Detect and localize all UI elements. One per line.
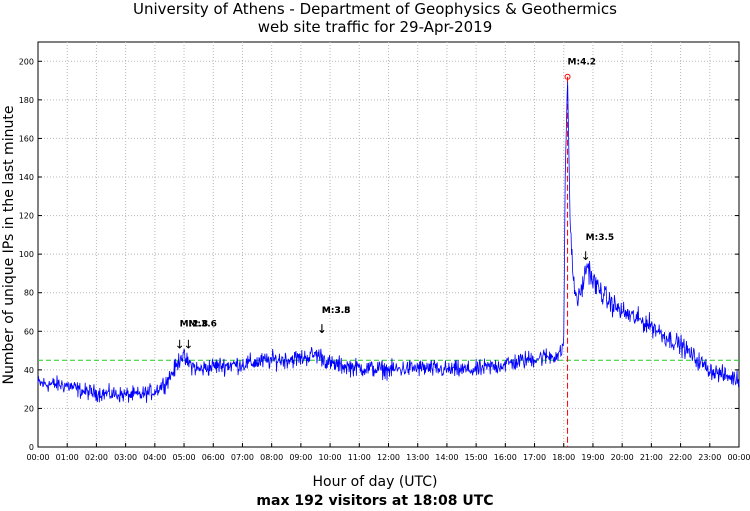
x-tick-label: 00:00 xyxy=(727,453,750,462)
y-tick-label: 20 xyxy=(24,404,34,413)
x-tick-label: 04:00 xyxy=(143,453,166,462)
x-tick-label: 08:00 xyxy=(260,453,283,462)
x-tick-label: 13:00 xyxy=(406,453,429,462)
x-tick-label: 00:00 xyxy=(26,453,49,462)
y-tick-label: 40 xyxy=(24,366,34,375)
annotation-arrow: ↓ xyxy=(183,338,193,352)
x-tick-label: 14:00 xyxy=(435,453,458,462)
y-tick-label: 160 xyxy=(19,134,34,143)
chart-subtitle: web site traffic for 29-Apr-2019 xyxy=(257,18,493,36)
x-tick-label: 19:00 xyxy=(581,453,604,462)
annotation-label: M:2.8 xyxy=(180,320,209,330)
annotation-arrow: ↓ xyxy=(317,322,327,336)
x-tick-label: 07:00 xyxy=(231,453,254,462)
y-tick-label: 180 xyxy=(19,96,34,105)
y-tick-label: 120 xyxy=(19,212,34,221)
plot-area xyxy=(37,41,740,448)
y-tick-label: 200 xyxy=(19,57,34,66)
annotation-arrow: ↓ xyxy=(581,249,591,263)
x-axis-label: Hour of day (UTC) xyxy=(312,474,438,490)
y-tick-label: 140 xyxy=(19,173,34,182)
traffic-series xyxy=(37,82,740,403)
x-tick-label: 03:00 xyxy=(114,453,137,462)
x-tick-label: 11:00 xyxy=(348,453,371,462)
traffic-line xyxy=(37,82,740,403)
y-tick-label: 100 xyxy=(19,250,34,259)
axis-ticks: 0 20 40 60 80 100 120 140 160 180 200 00:00 01:00 02:… xyxy=(19,57,750,462)
x-tick-label: 09:00 xyxy=(289,453,312,462)
x-tick-label: 02:00 xyxy=(85,453,108,462)
x-tick-label: 17:00 xyxy=(523,453,546,462)
chart-title: University of Athens - Department of Geo… xyxy=(133,0,617,18)
max-point-marker xyxy=(564,73,571,80)
annotations: M:4.2↓M:3.5↓M:3.8↓M:3.5↓M:2.8↓M:3.6 xyxy=(175,58,615,352)
x-tick-label: 23:00 xyxy=(698,453,721,462)
x-tick-label: 21:00 xyxy=(640,453,663,462)
y-tick-label: 0 xyxy=(29,443,34,452)
annotation-label: M:3.6 xyxy=(188,320,217,330)
annotation-label: M:3.5 xyxy=(322,306,351,316)
annotation-label: M:3.5 xyxy=(586,233,615,243)
x-tick-label: 22:00 xyxy=(669,453,692,462)
annotation-arrow: ↓ xyxy=(175,338,185,352)
y-tick-label: 80 xyxy=(24,289,34,298)
x-tick-label: 16:00 xyxy=(494,453,517,462)
max-line xyxy=(564,73,571,447)
annotation-label: M:4.2 xyxy=(568,58,597,68)
x-tick-label: 20:00 xyxy=(611,453,634,462)
x-tick-label: 10:00 xyxy=(319,453,342,462)
y-tick-label: 60 xyxy=(24,327,34,336)
max-visitors-footer: max 192 visitors at 18:08 UTC xyxy=(256,493,494,509)
x-tick-label: 01:00 xyxy=(56,453,79,462)
x-tick-label: 05:00 xyxy=(173,453,196,462)
annotation-arrow: ↓ xyxy=(317,322,327,336)
x-tick-label: 18:00 xyxy=(552,453,575,462)
annotation-label: M:3.8 xyxy=(322,306,351,316)
x-tick-label: 12:00 xyxy=(377,453,400,462)
x-tick-label: 15:00 xyxy=(465,453,488,462)
x-tick-label: 06:00 xyxy=(202,453,225,462)
